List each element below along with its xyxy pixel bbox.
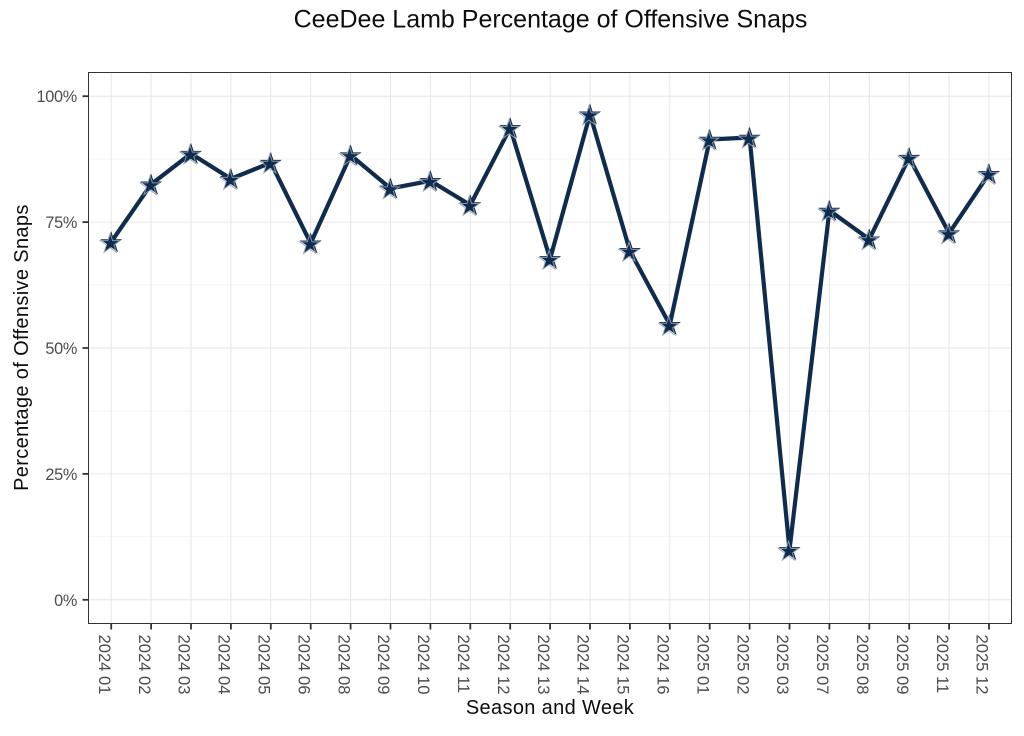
svg-text:2024 13: 2024 13 bbox=[534, 635, 553, 695]
svg-text:Season and Week: Season and Week bbox=[466, 697, 635, 719]
svg-text:2024 14: 2024 14 bbox=[574, 635, 593, 695]
svg-text:2025 09: 2025 09 bbox=[893, 635, 912, 695]
svg-text:2024 16: 2024 16 bbox=[654, 635, 673, 695]
svg-text:Percentage of Offensive Snaps: Percentage of Offensive Snaps bbox=[11, 204, 33, 491]
svg-text:2025 11: 2025 11 bbox=[933, 635, 952, 694]
svg-text:0%: 0% bbox=[54, 592, 77, 610]
svg-text:2025 08: 2025 08 bbox=[853, 635, 872, 695]
svg-text:25%: 25% bbox=[45, 466, 77, 484]
svg-text:2025 03: 2025 03 bbox=[773, 635, 792, 695]
svg-text:2025 07: 2025 07 bbox=[813, 635, 832, 695]
svg-text:2024 08: 2024 08 bbox=[334, 635, 353, 695]
svg-text:2024 12: 2024 12 bbox=[494, 635, 513, 695]
svg-text:2025 02: 2025 02 bbox=[733, 635, 752, 695]
svg-text:2024 11: 2024 11 bbox=[454, 635, 473, 694]
svg-text:50%: 50% bbox=[45, 340, 77, 358]
svg-text:2024 10: 2024 10 bbox=[414, 635, 433, 695]
svg-text:2024 05: 2024 05 bbox=[255, 635, 274, 695]
svg-text:2024 09: 2024 09 bbox=[374, 635, 393, 695]
svg-text:2024 06: 2024 06 bbox=[294, 635, 313, 695]
svg-text:2025 12: 2025 12 bbox=[973, 635, 992, 695]
svg-text:100%: 100% bbox=[37, 88, 77, 106]
svg-text:2024 02: 2024 02 bbox=[135, 635, 154, 695]
svg-text:2024 01: 2024 01 bbox=[95, 635, 114, 695]
svg-text:2025 01: 2025 01 bbox=[693, 635, 712, 695]
svg-text:2024 04: 2024 04 bbox=[215, 635, 234, 695]
svg-text:CeeDee Lamb Percentage of Offe: CeeDee Lamb Percentage of Offensive Snap… bbox=[294, 6, 808, 34]
svg-text:75%: 75% bbox=[45, 214, 77, 232]
svg-text:2024 15: 2024 15 bbox=[614, 635, 633, 695]
svg-text:2024 03: 2024 03 bbox=[175, 635, 194, 695]
